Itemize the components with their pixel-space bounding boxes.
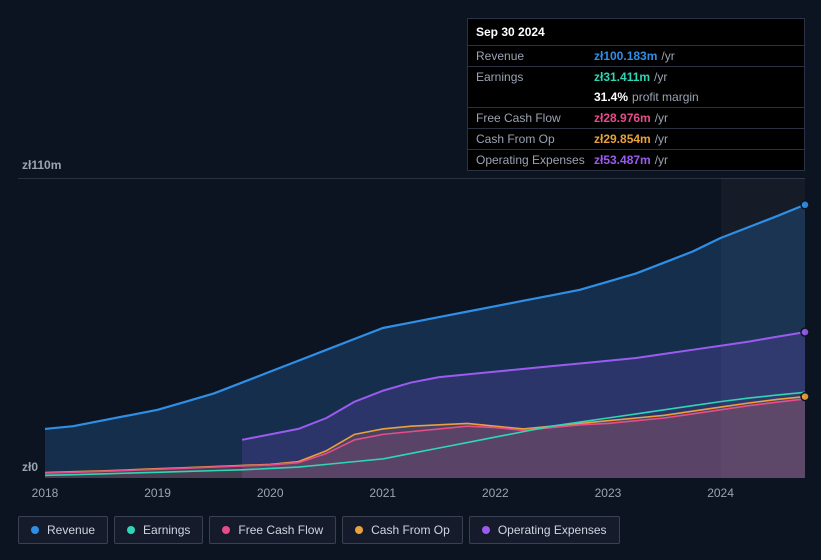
tooltip-label: Operating Expenses bbox=[476, 153, 594, 167]
tooltip-suffix: /yr bbox=[655, 111, 668, 125]
legend-dot-icon bbox=[127, 526, 135, 534]
x-axis-label: 2022 bbox=[482, 486, 509, 500]
x-axis-label: 2024 bbox=[707, 486, 734, 500]
chart-tooltip: Sep 30 2024 Revenue zł100.183m /yr Earni… bbox=[467, 18, 805, 171]
tooltip-suffix: /yr bbox=[655, 153, 668, 167]
tooltip-value: zł31.411m bbox=[594, 70, 650, 84]
tooltip-label: Cash From Op bbox=[476, 132, 594, 146]
series-marker-cfo bbox=[801, 393, 809, 401]
tooltip-label: Earnings bbox=[476, 70, 594, 84]
tooltip-value: zł28.976m bbox=[594, 111, 651, 125]
tooltip-label: Free Cash Flow bbox=[476, 111, 594, 125]
legend-item-fcf[interactable]: Free Cash Flow bbox=[209, 516, 336, 544]
tooltip-margin-value: 31.4% bbox=[594, 90, 628, 104]
x-axis-label: 2019 bbox=[144, 486, 171, 500]
legend-item-earnings[interactable]: Earnings bbox=[114, 516, 203, 544]
y-axis-label: zł0 bbox=[22, 460, 38, 474]
legend-dot-icon bbox=[355, 526, 363, 534]
tooltip-row-opex: Operating Expenses zł53.487m /yr bbox=[468, 149, 804, 170]
tooltip-value: zł100.183m bbox=[594, 49, 657, 63]
x-axis-label: 2021 bbox=[369, 486, 396, 500]
tooltip-label: Revenue bbox=[476, 49, 594, 63]
chart-legend: Revenue Earnings Free Cash Flow Cash From O… bbox=[18, 516, 620, 544]
legend-label: Revenue bbox=[47, 523, 95, 537]
x-axis-label: 2018 bbox=[32, 486, 59, 500]
tooltip-row-earnings: Earnings zł31.411m /yr bbox=[468, 66, 804, 87]
tooltip-row-revenue: Revenue zł100.183m /yr bbox=[468, 45, 804, 66]
tooltip-suffix: /yr bbox=[654, 70, 667, 84]
tooltip-row-cfo: Cash From Op zł29.854m /yr bbox=[468, 128, 804, 149]
legend-label: Operating Expenses bbox=[498, 523, 607, 537]
legend-item-cfo[interactable]: Cash From Op bbox=[342, 516, 463, 544]
x-axis-label: 2023 bbox=[595, 486, 622, 500]
legend-label: Cash From Op bbox=[371, 523, 450, 537]
legend-dot-icon bbox=[31, 526, 39, 534]
legend-label: Earnings bbox=[143, 523, 190, 537]
tooltip-row-margin: 31.4% profit margin bbox=[468, 87, 804, 107]
chart-root: zł110m zł0 2018201920202021202220232024 … bbox=[0, 0, 821, 560]
legend-dot-icon bbox=[482, 526, 490, 534]
series-marker-revenue bbox=[801, 201, 809, 209]
legend-dot-icon bbox=[222, 526, 230, 534]
legend-label: Free Cash Flow bbox=[238, 523, 323, 537]
legend-item-opex[interactable]: Operating Expenses bbox=[469, 516, 620, 544]
tooltip-suffix: /yr bbox=[661, 49, 674, 63]
legend-item-revenue[interactable]: Revenue bbox=[18, 516, 108, 544]
series-marker-opex bbox=[801, 328, 809, 336]
tooltip-suffix: /yr bbox=[655, 132, 668, 146]
tooltip-value: zł53.487m bbox=[594, 153, 651, 167]
y-axis-label: zł110m bbox=[22, 158, 61, 172]
tooltip-value: zł29.854m bbox=[594, 132, 651, 146]
tooltip-label-empty bbox=[476, 90, 594, 104]
tooltip-row-fcf: Free Cash Flow zł28.976m /yr bbox=[468, 107, 804, 128]
x-axis-label: 2020 bbox=[257, 486, 284, 500]
tooltip-date: Sep 30 2024 bbox=[468, 19, 804, 45]
tooltip-margin-label: profit margin bbox=[632, 90, 699, 104]
